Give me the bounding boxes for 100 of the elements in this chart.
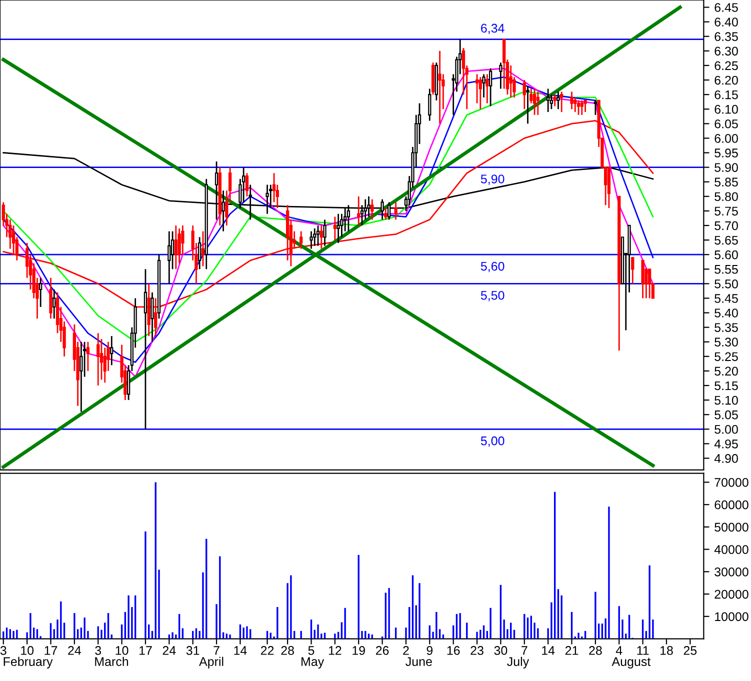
y-tick-label: 60000 [714,500,748,510]
y-tick-label: 5.90 [714,163,738,172]
x-tick-label: 14 [542,646,555,655]
candlestick [110,335,114,366]
text: May [302,657,324,668]
candlestick [316,224,320,247]
candlestick [488,68,492,107]
y-tick-label: 6.30 [714,46,738,56]
y-tick-label: 5.45 [714,294,738,303]
candlestick [370,198,374,220]
candlestick [560,90,564,113]
x-tick-label: 2 [403,646,409,655]
candlestick [576,100,580,116]
candlestick [336,213,340,244]
y-tick-label: 6.05 [714,119,738,128]
candlestick [96,332,100,386]
x-tick-label: 10 [116,646,128,655]
candlestick [584,100,587,113]
x-tick-label: 21 [565,646,578,655]
candlestick [168,230,171,284]
x-tick-label: 31 [186,646,200,655]
y-tick-label: 70000 [714,478,748,487]
y-tick-label: 5.15 [714,381,738,390]
y-tick-label: 6.25 [714,61,738,70]
y-tick-label: 20000 [714,590,748,599]
text: March [95,656,128,666]
text: June [406,657,432,666]
candlestick [201,230,205,267]
x-tick-label: 24 [162,646,176,655]
x-tick-label: 10 [21,646,34,655]
x-tick-label: 7 [522,646,528,655]
candlestick [553,94,556,107]
y-tick-label: 5.50 [714,279,738,288]
candlestick [245,172,249,198]
y-tick-label: 5.80 [714,192,738,202]
y-tick-label: 5.40 [714,308,738,318]
y-tick-label: 5.35 [714,323,738,332]
candlestick [438,50,442,124]
y-tick-label: 5.95 [714,148,738,158]
x-tick-label: 7 [214,646,220,655]
y-tick-label: 6.35 [714,32,738,42]
x-tick-label: 19 [352,646,365,655]
y-tick-label: 10000 [715,612,748,622]
candlestick [580,100,584,116]
x-tick-label: 3 [95,646,102,655]
x-tick-label: 12 [328,646,342,655]
candlestick [532,88,536,116]
y-tick-label: 6.00 [714,134,738,143]
candlestick [174,224,178,270]
x-tick-label: 17 [44,646,58,655]
x-tick-label: 26 [376,646,389,655]
y-tick-label: 6.15 [714,90,738,100]
y-tick-label: 6.10 [714,104,738,114]
candlestick [313,228,316,247]
candlestick [499,62,502,90]
candlestick [526,85,530,124]
x-tick-label: 17 [139,646,152,655]
candlestick [333,216,336,241]
text: July [507,656,530,668]
candlestick [570,90,574,110]
x-tick-label: 11 [637,646,649,655]
y-tick-label: 6.45 [714,3,738,12]
candlestick [428,88,432,122]
y-tick-label: 5.55 [714,265,738,274]
y-tick-label: 50000 [714,522,748,532]
candlestick [320,224,323,250]
y-tick-label: 5.20 [714,366,738,376]
x-tick-label: 9 [426,646,433,655]
text: February [4,656,53,668]
candlestick [546,88,550,113]
ref-line-label: 6,34 [481,24,504,34]
x-tick-label: 16 [447,646,460,655]
x-tick-label: 25 [684,646,697,655]
y-tick-label: 5.10 [714,396,738,405]
candlestick [482,74,486,98]
candlestick [323,218,326,247]
candlestick [631,256,634,284]
y-tick-label: 5.25 [714,352,738,362]
y-tick-label: 5.65 [714,236,738,245]
text: August [612,657,651,668]
candlestick [536,90,540,116]
candlestick [222,190,225,232]
x-tick-label: 23 [470,646,484,655]
candlestick [556,90,560,110]
x-tick-label: 4 [616,646,622,655]
candlestick [530,88,533,104]
candlestick [300,230,303,250]
candlestick [641,260,644,299]
candlestick [478,76,482,110]
text: April [199,656,224,668]
candlestick [150,292,154,343]
y-tick-label: 30000 [714,567,748,576]
candlestick [367,196,370,218]
x-tick-label: 24 [68,646,82,655]
y-tick-label: 40000 [714,545,748,554]
candlestick [394,202,398,220]
y-tick-label: 5.05 [714,410,738,420]
candlestick [357,196,360,226]
candlestick [475,74,479,104]
candlestick [144,268,148,430]
